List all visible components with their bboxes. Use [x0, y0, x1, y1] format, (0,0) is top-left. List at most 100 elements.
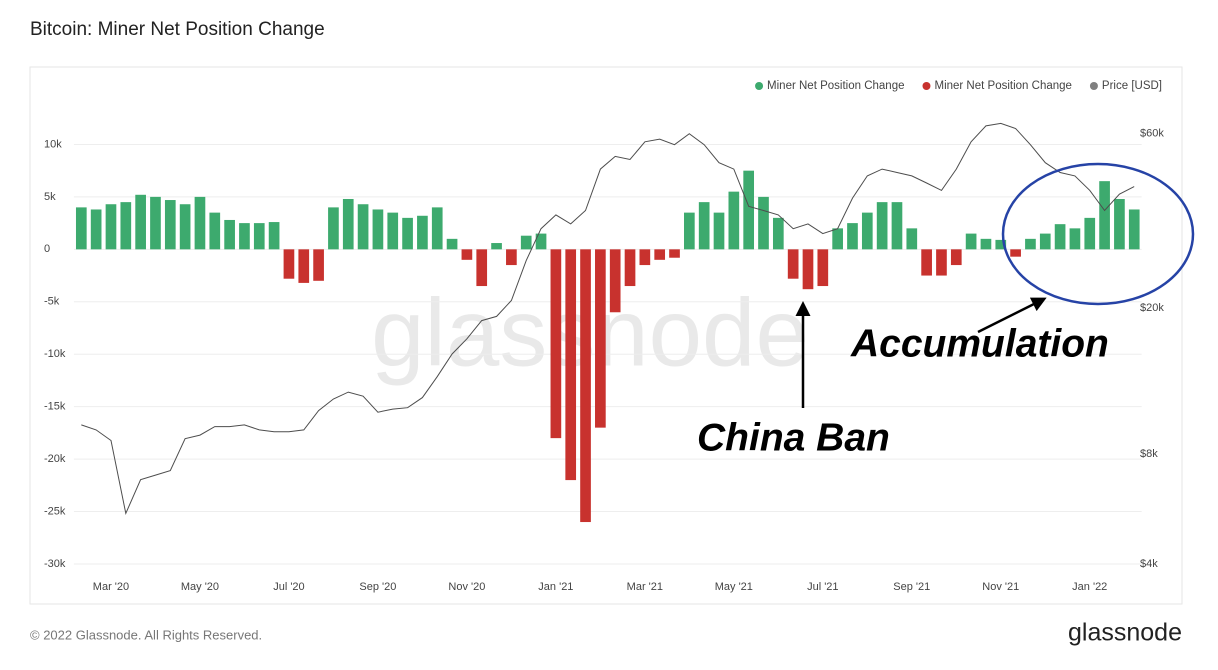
bar	[906, 228, 918, 250]
bar	[787, 249, 799, 279]
bar	[209, 212, 221, 250]
bar	[802, 249, 814, 290]
annotation: China Ban	[697, 416, 890, 459]
y-tick-label: -30k	[44, 558, 66, 570]
bar	[357, 204, 369, 250]
bar	[476, 249, 488, 287]
bar	[75, 207, 87, 250]
x-tick-label: May '20	[181, 581, 219, 593]
chart-frame	[29, 66, 1183, 605]
copyright: © 2022 Glassnode. All Rights Reserved.	[30, 627, 262, 642]
y2-tick-label: $60k	[1140, 128, 1164, 140]
y2-tick-label: $8k	[1140, 448, 1158, 460]
bar	[1099, 181, 1110, 250]
bar	[936, 249, 947, 276]
y-tick-label: -25k	[44, 505, 66, 517]
bar	[995, 239, 1007, 250]
bar	[950, 249, 962, 266]
bar	[565, 249, 577, 481]
bar	[150, 196, 161, 250]
bar	[268, 222, 280, 250]
bar	[535, 233, 547, 250]
bar	[224, 219, 235, 250]
price-line	[81, 122, 1135, 516]
legend: Price [USD] Miner Net Position Change Mine…	[755, 80, 1162, 92]
bar	[609, 249, 621, 313]
y-tick-label: -15k	[44, 401, 66, 413]
bar	[1069, 228, 1081, 250]
bar	[387, 212, 399, 250]
bar	[980, 238, 992, 250]
bar	[520, 235, 532, 250]
grid	[73, 143, 1142, 565]
bar	[342, 198, 354, 250]
y-tick-label: -20k	[44, 453, 66, 465]
y-tick-label: 0	[44, 243, 50, 255]
bar	[298, 249, 310, 283]
bar	[758, 196, 769, 250]
axes: -30k -25k -20k -15k -10k -5k 0 5k 10k $4k $8k $20k $…	[44, 128, 1164, 593]
x-tick-label: Jul '21	[807, 581, 838, 593]
x-tick-label: Jan '21	[538, 581, 573, 593]
bar	[283, 249, 295, 279]
bar	[253, 223, 265, 250]
bar	[595, 249, 606, 428]
bar	[698, 202, 710, 250]
bar	[1128, 209, 1140, 250]
bar	[847, 223, 858, 250]
x-tick-label: May '21	[715, 581, 753, 593]
x-tick-label: Mar '20	[93, 581, 129, 593]
x-tick-label: Nov '20	[448, 581, 485, 593]
y-tick-label: -5k	[44, 296, 60, 308]
annotation-arrow	[977, 297, 1047, 334]
x-tick-label: Mar '21	[627, 581, 663, 593]
bar	[446, 238, 458, 250]
bar	[1054, 224, 1066, 250]
bar	[1010, 249, 1021, 257]
marks	[75, 122, 1140, 523]
bar	[1114, 198, 1125, 250]
y-tick-label: 5k	[44, 191, 56, 203]
bar	[891, 202, 903, 250]
bar	[506, 249, 517, 266]
bar	[713, 212, 725, 250]
legend-swatch	[1089, 82, 1098, 90]
bar	[120, 202, 132, 250]
legend-swatch	[922, 82, 931, 90]
bar	[372, 209, 384, 250]
brand-logo: glassnode	[1068, 619, 1182, 647]
bar	[491, 243, 502, 250]
bar	[876, 202, 888, 250]
bar	[402, 217, 413, 250]
bar	[684, 212, 695, 250]
x-tick-label: Sep '20	[359, 581, 396, 593]
bar	[550, 249, 562, 439]
legend-swatch	[755, 82, 764, 90]
x-tick-label: Nov '21	[982, 581, 1019, 593]
highlight-ellipse	[1001, 162, 1195, 306]
bar	[772, 217, 784, 250]
y2-tick-label: $4k	[1140, 558, 1158, 570]
bar	[654, 249, 666, 260]
bar	[179, 204, 191, 250]
bar	[832, 228, 843, 250]
bar	[313, 249, 324, 281]
bar	[239, 223, 250, 250]
bar	[135, 194, 146, 250]
bar	[624, 249, 636, 287]
y2-tick-label: $20k	[1140, 302, 1164, 314]
bar	[431, 207, 443, 250]
bar	[728, 191, 740, 250]
x-tick-label: Sep '21	[893, 581, 930, 593]
bar	[105, 204, 117, 250]
bar	[861, 212, 873, 250]
bar	[669, 249, 680, 258]
bar	[1039, 233, 1051, 250]
x-tick-label: Jan '22	[1072, 581, 1107, 593]
x-tick-label: Jul '20	[273, 581, 304, 593]
bar	[1025, 238, 1036, 250]
bar	[580, 249, 591, 523]
bar	[194, 196, 206, 250]
